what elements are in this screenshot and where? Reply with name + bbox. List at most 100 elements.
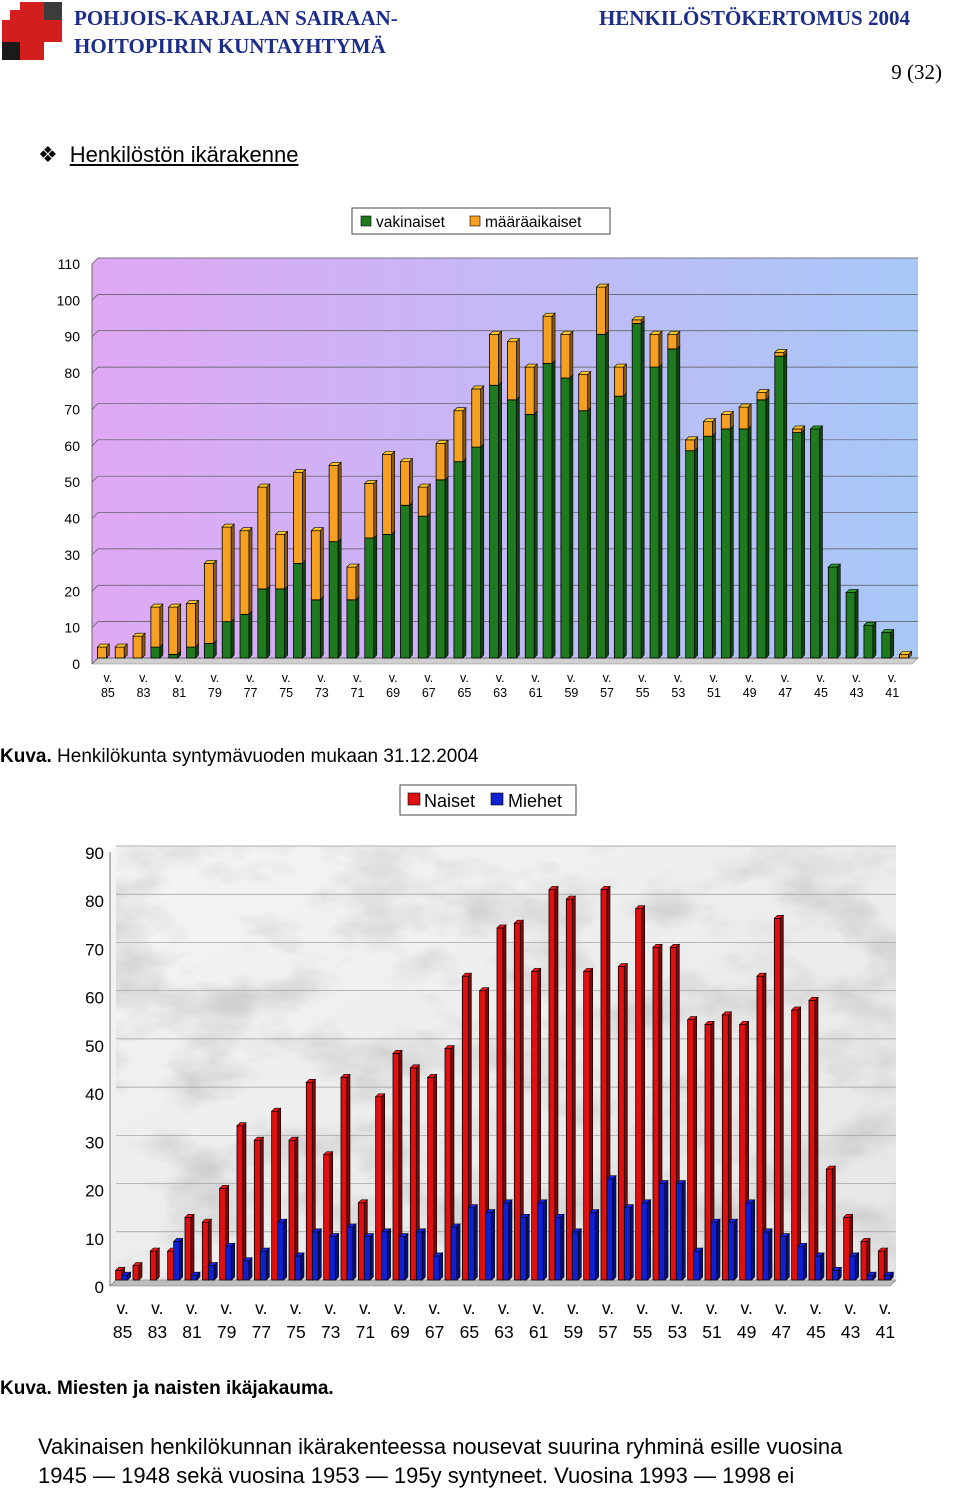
bar-maaraaikaiset: [898, 650, 913, 659]
bar-maaraaikaiset: [399, 457, 414, 506]
red-cross-logo: [2, 2, 62, 60]
y-tick-label: 70: [64, 401, 80, 417]
legend-swatch-vakinaiset: [360, 215, 372, 227]
bar-miehet: [588, 1208, 600, 1281]
age-structure-chart: 0 10 20 30 40 50 60 70 80 90 100 110 v. 85 v. 83 v. 81 v. 7…: [0, 200, 960, 720]
bar-miehet: [450, 1223, 461, 1281]
bar-maaraaikaiset: [560, 330, 574, 379]
x-tick-label: v. 85: [113, 1298, 132, 1342]
x-tick-label: v. 41: [876, 1298, 895, 1342]
bar-maaraaikaiset: [381, 450, 396, 536]
bar-maaraaikaiset: [791, 425, 806, 434]
bar-naiset: [409, 1064, 421, 1281]
organization-name: POHJOIS-KARJALAN SAIRAAN- HOITOPIIRIN KU…: [74, 4, 398, 60]
x-tick-label: v. 55: [636, 671, 650, 700]
bar-vakinaiset: [381, 530, 396, 659]
chart2-caption: Kuva. Miesten ja naisten ikäjakauma.: [0, 1378, 334, 1400]
bar-maaraaikaiset: [185, 599, 200, 648]
section-heading: ❖ Henkilöstön ikärakenne: [38, 142, 298, 168]
gridline-edge: [91, 330, 99, 337]
bar-maaraaikaiset: [577, 370, 592, 412]
bar-miehet: [398, 1232, 409, 1281]
x-tick-label: v. 47: [772, 1298, 791, 1342]
x-tick-label: v. 79: [217, 1298, 236, 1342]
y-tick-label: 20: [64, 583, 80, 599]
bar-maaraaikaiset: [649, 330, 663, 368]
y-tick-label: 90: [64, 329, 80, 345]
x-tick-label: v. 71: [351, 671, 365, 700]
x-tick-label: v. 73: [315, 671, 329, 700]
bar-maaraaikaiset: [239, 527, 253, 616]
legend-label-naiset: Naiset: [424, 791, 475, 811]
bar-vakinaiset: [471, 443, 485, 659]
chart1-caption-text: Henkilökunta syntymävuoden mukaan 31.12.…: [57, 746, 479, 767]
bar-miehet: [571, 1228, 583, 1281]
x-tick-label: v. 67: [425, 1298, 444, 1342]
bar-miehet: [311, 1228, 323, 1281]
bar-miehet: [120, 1271, 132, 1281]
bar-vakinaiset: [756, 396, 770, 659]
bar-vakinaiset: [257, 585, 271, 659]
bar-miehet: [415, 1228, 427, 1281]
bar-naiset: [877, 1247, 889, 1281]
y-tick-label: 30: [64, 547, 80, 563]
bar-miehet: [623, 1203, 635, 1281]
bar-maaraaikaiset: [488, 330, 503, 386]
bar-vakinaiset: [791, 428, 806, 659]
age-structure-chart-svg: 0 10 20 30 40 50 60 70 80 90 100 110 v. 85 v. 83 v. 81 v. 7…: [57, 207, 919, 700]
gridline-edge: [91, 257, 99, 265]
bar-miehet: [346, 1223, 357, 1281]
x-tick-label: v. 43: [841, 1298, 860, 1342]
x-tick-label: v. 81: [182, 1298, 201, 1342]
bar-maaraaikaiset: [150, 603, 164, 648]
bar-miehet: [779, 1232, 791, 1281]
gridline-edge: [91, 439, 99, 447]
bar-vakinaiset: [702, 432, 717, 659]
bar-maaraaikaiset: [417, 483, 432, 517]
y-tick-label: 20: [85, 1182, 104, 1201]
bar-naiset: [634, 904, 646, 1281]
x-tick-labels: v. 85 v. 83 v. 81 v. 79 v. 77 v. 75 v. 73 v. 71 v. 69 v. 67…: [113, 1298, 895, 1342]
bar-maaraaikaiset: [667, 330, 681, 350]
bar-miehet: [328, 1232, 340, 1281]
bar-maaraaikaiset: [524, 363, 538, 416]
x-tick-label: v. 45: [806, 1298, 825, 1342]
bar-miehet: [606, 1175, 617, 1281]
x-tick-label: v. 75: [286, 1298, 305, 1342]
gridline-edge: [91, 585, 99, 592]
x-tick-label: v. 59: [564, 1298, 583, 1342]
y-tick-label: 80: [64, 365, 80, 381]
bar-maaraaikaiset: [684, 436, 699, 452]
gridline-edge: [91, 294, 99, 301]
bar-maaraaikaiset: [506, 337, 521, 401]
legend-label-maaraaikaiset: määräaikaiset: [485, 214, 582, 231]
bar-naiset: [790, 1006, 802, 1281]
bar-miehet: [432, 1252, 444, 1281]
chart2-caption-text: Miesten ja naisten ikäjakauma.: [57, 1378, 334, 1399]
y-tick-label: 40: [85, 1085, 104, 1104]
legend-box: [399, 784, 577, 816]
bar-vakinaiset: [542, 359, 556, 659]
legend-swatch-miehet: [490, 792, 504, 806]
gender-age-chart: 0 10 20 30 40 50 60 70 80 90 v. 85 v. 83 v. 81 v. 79 v. 77 v…: [0, 780, 960, 1355]
bar-vakinaiset: [310, 596, 325, 659]
x-tick-label: v. 75: [279, 671, 293, 700]
document-title: HENKILÖSTÖKERTOMUS 2004: [598, 6, 910, 30]
body-paragraph: Vakinaisen henkilökunnan ikärakenteessa …: [38, 1432, 958, 1490]
bar-maaraaikaiset: [346, 563, 360, 601]
chart1-caption: Kuva. Henkilökunta syntymävuoden mukaan …: [0, 746, 478, 768]
bar-maaraaikaiset: [702, 417, 717, 437]
legend-swatch-maaraaikaiset: [469, 215, 481, 227]
bar-miehet: [796, 1242, 808, 1281]
bar-miehet: [814, 1252, 825, 1281]
bar-miehet: [848, 1252, 860, 1281]
bar-naiset: [825, 1165, 837, 1281]
x-tick-label: v. 49: [743, 671, 757, 700]
bar-miehet: [484, 1208, 496, 1281]
bar-maaraaikaiset: [292, 468, 307, 565]
bar-miehet: [554, 1213, 565, 1281]
x-tick-label: v. 41: [885, 671, 899, 700]
y-tick-label: 60: [85, 989, 104, 1008]
bar-maaraaikaiset: [453, 407, 467, 463]
bar-naiset: [686, 1015, 698, 1281]
